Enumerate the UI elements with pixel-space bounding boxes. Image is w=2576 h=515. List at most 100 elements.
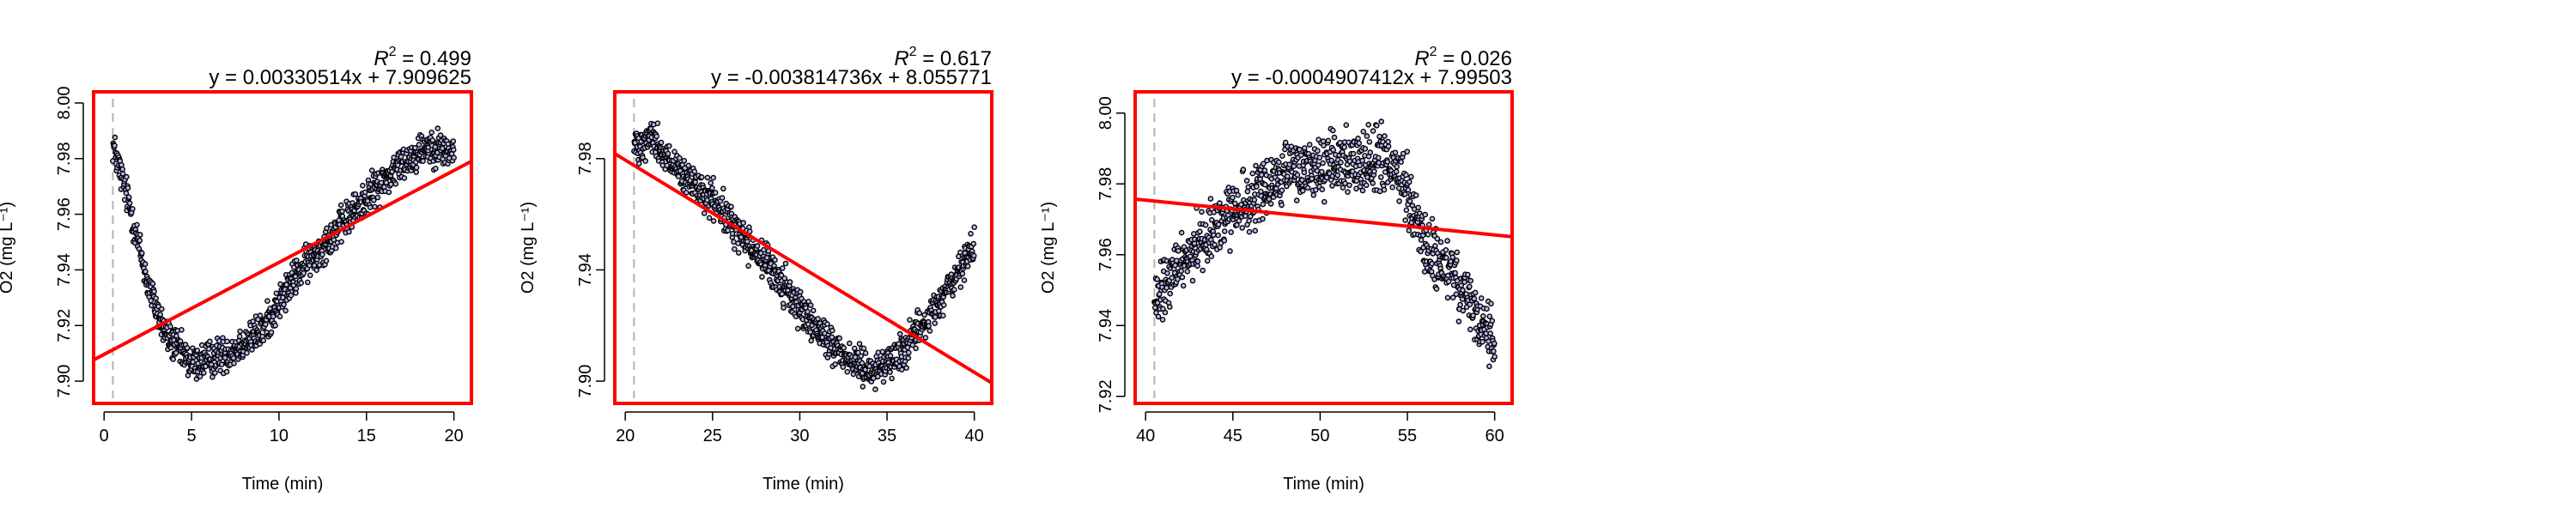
y-tick-label: 7.94 xyxy=(1097,309,1115,342)
data-point xyxy=(1254,184,1260,190)
data-point xyxy=(1405,186,1412,193)
data-point xyxy=(907,317,913,324)
data-point xyxy=(170,356,176,362)
data-point xyxy=(683,190,690,196)
y-axis: 7.90 7.92 7.94 7.96 7.98 8.00 xyxy=(55,86,84,398)
data-point xyxy=(862,350,869,356)
data-point xyxy=(1179,274,1186,281)
data-point xyxy=(1302,145,1308,151)
data-point xyxy=(1154,276,1160,282)
data-point xyxy=(970,240,977,247)
x-tick-label: 25 xyxy=(703,427,722,445)
data-point xyxy=(666,142,672,149)
data-point xyxy=(142,261,149,267)
data-point xyxy=(1313,186,1319,193)
data-point xyxy=(858,353,865,360)
data-point xyxy=(720,185,726,192)
data-point xyxy=(1207,196,1214,202)
data-point xyxy=(1443,246,1449,253)
data-point xyxy=(1437,239,1444,245)
x-tick-label: 45 xyxy=(1224,427,1242,445)
data-point xyxy=(281,301,287,308)
data-point xyxy=(1374,122,1380,129)
data-point xyxy=(1491,348,1497,354)
data-point xyxy=(1330,127,1336,134)
data-point xyxy=(968,230,974,237)
data-point xyxy=(137,237,143,244)
data-point xyxy=(1242,213,1249,219)
data-point xyxy=(1492,354,1498,360)
data-point xyxy=(1232,200,1238,207)
data-point xyxy=(338,239,344,245)
data-point xyxy=(950,293,956,299)
data-point xyxy=(1243,178,1250,184)
data-point xyxy=(1197,228,1203,235)
data-point xyxy=(1346,182,1352,189)
x-tick-label: 20 xyxy=(616,427,635,445)
data-point xyxy=(1164,270,1170,276)
data-point xyxy=(728,203,734,210)
regression-equation: y = -0.003814736x + 8.055771 xyxy=(711,66,992,89)
data-point xyxy=(1403,207,1410,214)
data-point xyxy=(1246,228,1253,235)
data-point xyxy=(1398,159,1404,165)
data-point xyxy=(1194,258,1201,264)
data-point xyxy=(158,306,165,312)
data-point xyxy=(283,282,289,288)
data-point xyxy=(844,368,851,375)
data-point xyxy=(230,354,237,361)
data-point xyxy=(1454,249,1461,256)
data-point xyxy=(1279,153,1285,159)
data-point xyxy=(1321,198,1327,205)
data-point xyxy=(211,370,218,376)
y-axis-label: O2 (mg L⁻¹) xyxy=(1039,202,1058,294)
data-point xyxy=(1228,229,1234,235)
data-point xyxy=(909,342,916,348)
data-point xyxy=(1370,128,1376,134)
data-point xyxy=(921,312,927,318)
data-point xyxy=(412,144,418,151)
data-point xyxy=(262,321,269,328)
data-point xyxy=(1244,188,1251,195)
data-point xyxy=(736,250,742,256)
data-point xyxy=(1404,148,1411,154)
data-point xyxy=(1204,258,1211,264)
data-point xyxy=(708,179,714,186)
data-point xyxy=(725,227,732,233)
data-point xyxy=(1306,142,1313,148)
data-point xyxy=(194,347,201,354)
data-point xyxy=(1217,200,1223,206)
y-tick-label: 7.98 xyxy=(576,142,595,175)
data-point xyxy=(319,251,325,258)
data-point xyxy=(352,191,359,197)
x-tick-label: 55 xyxy=(1398,427,1417,445)
data-point xyxy=(832,361,838,367)
data-point xyxy=(301,270,307,276)
y-tick-label: 7.96 xyxy=(1097,238,1115,271)
data-point xyxy=(401,175,408,181)
data-point xyxy=(1467,283,1473,290)
data-point xyxy=(1200,267,1206,274)
data-point xyxy=(1367,149,1374,155)
data-point xyxy=(1470,312,1476,318)
data-point xyxy=(1402,217,1408,223)
data-point xyxy=(1176,247,1182,254)
data-point xyxy=(264,298,270,305)
y-axis: 7.90 7.94 7.98 xyxy=(576,142,605,398)
data-point xyxy=(1355,135,1361,142)
data-point xyxy=(1384,159,1391,165)
data-point xyxy=(704,174,711,181)
x-axis: 0 5 10 15 20 xyxy=(100,411,464,445)
data-point xyxy=(1199,209,1205,215)
data-point xyxy=(125,194,132,200)
data-point xyxy=(346,228,352,235)
data-point xyxy=(1380,138,1386,145)
data-point xyxy=(126,200,133,207)
data-point xyxy=(138,250,145,257)
data-point xyxy=(394,162,401,168)
data-point xyxy=(1215,221,1222,227)
data-point xyxy=(1341,144,1347,150)
data-point xyxy=(675,173,682,179)
data-point xyxy=(1449,254,1456,261)
data-point xyxy=(1378,174,1384,180)
